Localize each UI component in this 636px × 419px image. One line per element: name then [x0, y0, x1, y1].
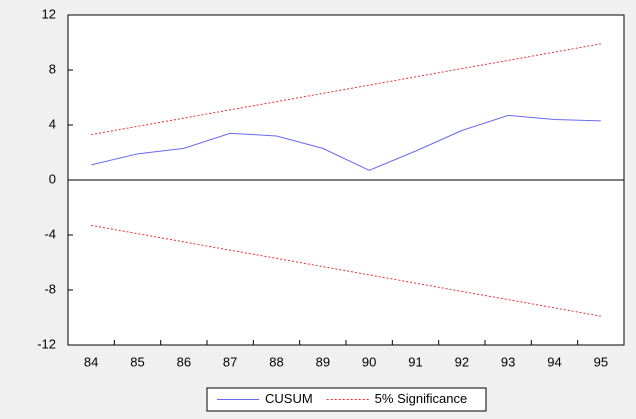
legend-label: CUSUM	[265, 391, 313, 406]
x-tick-label: 95	[594, 354, 608, 369]
legend-label: 5% Significance	[375, 391, 468, 406]
x-tick-label: 91	[408, 354, 422, 369]
y-tick-label: 12	[42, 6, 56, 21]
x-tick-label: 92	[455, 354, 469, 369]
y-tick-label: 0	[49, 171, 56, 186]
y-tick-label: 4	[49, 116, 56, 131]
x-tick-label: 88	[269, 354, 283, 369]
y-tick-label: 8	[49, 61, 56, 76]
series-line	[91, 114, 601, 171]
legend-box	[206, 387, 487, 412]
x-tick-label: 89	[316, 354, 330, 369]
x-tick-label: 93	[501, 354, 515, 369]
y-tick-label: -8	[44, 281, 56, 296]
x-tick-label: 84	[84, 354, 98, 369]
x-tick-label: 87	[223, 354, 237, 369]
x-tick-label: 94	[547, 354, 561, 369]
y-tick-label: -12	[37, 336, 56, 351]
x-tick-label: 90	[362, 354, 376, 369]
x-tick-label: 86	[177, 354, 191, 369]
x-tick-label: 85	[130, 354, 144, 369]
y-tick-label: -4	[44, 226, 56, 241]
